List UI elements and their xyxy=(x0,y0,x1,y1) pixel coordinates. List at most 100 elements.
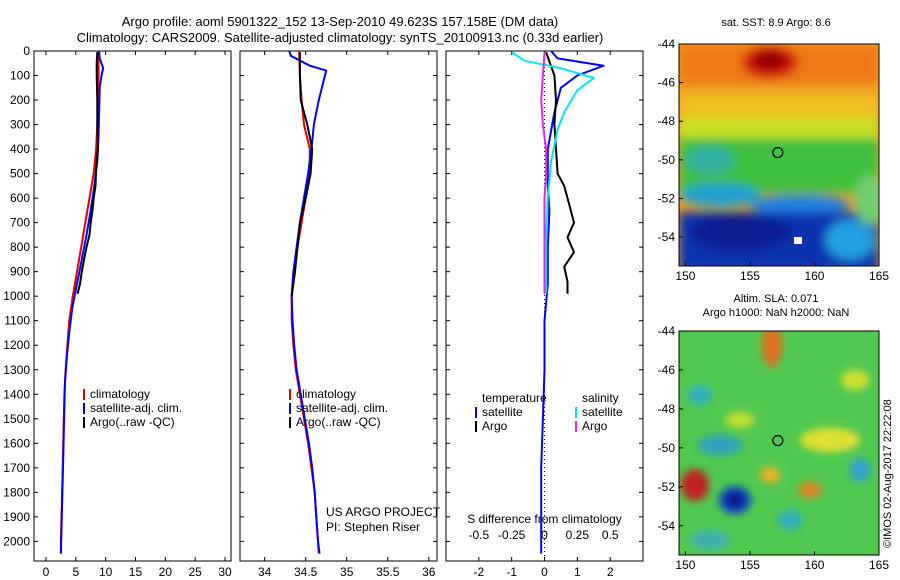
sst-map-argo-marker xyxy=(772,146,784,159)
difference-xtick-label: 2 xyxy=(607,565,614,579)
sla-map-xtick-label: 150 xyxy=(675,558,695,572)
sla-map-ytick-label: -50 xyxy=(658,441,676,455)
difference-top-tick-label: -0.5 xyxy=(468,528,489,542)
salinity-xtick-label: 34.5 xyxy=(294,565,318,579)
temperature-ytick-label: 1100 xyxy=(4,314,30,328)
sla-map-ytick-label: -46 xyxy=(658,363,676,377)
temperature-ytick-label: 1300 xyxy=(3,363,30,377)
temperature-xtick-label: 10 xyxy=(99,565,113,579)
temperature-ytick-label: 700 xyxy=(10,216,30,230)
difference-legend-label: satellite xyxy=(582,405,623,419)
temperature-ytick-label: 200 xyxy=(10,93,30,107)
salinity-series-1 xyxy=(288,50,328,554)
temperature-xtick-label: 30 xyxy=(218,565,232,579)
sst-map-ytick-label: -46 xyxy=(658,76,676,90)
temperature-ytick-label: 500 xyxy=(10,167,30,181)
temperature-xtick-label: 5 xyxy=(72,565,79,579)
temperature-ytick-label: 1700 xyxy=(3,461,30,475)
difference-legend-title: salinity xyxy=(582,391,619,405)
temperature-ytick-label: 2000 xyxy=(3,534,30,548)
sla-map-field xyxy=(679,331,879,555)
salinity-xtick-label: 35.5 xyxy=(376,565,400,579)
salinity-legend-label: satellite-adj. clim. xyxy=(296,401,388,415)
difference-series-2 xyxy=(511,51,595,294)
sla-map-frame xyxy=(678,330,880,556)
difference-top-tick-label: 0 xyxy=(541,528,548,542)
difference-series-1 xyxy=(545,51,575,294)
sst-map-xtick-label: 155 xyxy=(740,269,760,283)
difference-xtick-label: -2 xyxy=(473,565,484,579)
temperature-ytick-label: 1200 xyxy=(3,338,30,352)
difference-legend-label: Argo xyxy=(482,419,508,433)
sla-subtitle: Argo h1000: NaN h2000: NaN xyxy=(703,307,850,319)
sst-map-ytick-label: -48 xyxy=(658,114,676,128)
sst-map-field xyxy=(679,44,879,266)
difference-xtick-label: 1 xyxy=(574,565,581,579)
temperature-ytick-label: 100 xyxy=(10,69,30,83)
temperature-xtick-label: 15 xyxy=(129,565,143,579)
header-line1: Argo profile: aoml 5901322_152 13-Sep-20… xyxy=(122,14,559,29)
salinity-xtick-label: 35 xyxy=(340,565,354,579)
temperature-ytick-label: 1400 xyxy=(3,387,30,401)
sla-map-ytick-label: -54 xyxy=(658,519,676,533)
sst-map-xtick-label: 150 xyxy=(675,269,695,283)
salinity-legend-label: climatology xyxy=(296,387,356,401)
difference-legend-label: Argo xyxy=(582,419,608,433)
sla-map-ytick-label: -48 xyxy=(658,402,676,416)
sla-map-ytick-label: -44 xyxy=(658,324,676,338)
temperature-series-2 xyxy=(76,52,99,294)
sst-title: sat. SST: 8.9 Argo: 8.6 xyxy=(721,17,830,29)
temperature-ytick-label: 0 xyxy=(23,44,30,58)
sla-map-argo-marker xyxy=(772,434,784,447)
temperature-xtick-label: 20 xyxy=(159,565,173,579)
sst-map-ytick-label: -54 xyxy=(658,230,676,244)
sla-map-xtick-label: 160 xyxy=(804,558,824,572)
difference-top-tick-label: 0.25 xyxy=(566,528,590,542)
difference-xtick-label: -1 xyxy=(506,565,517,579)
temperature-ytick-label: 1000 xyxy=(3,289,30,303)
sst-map-ytick-label: -52 xyxy=(658,191,676,205)
temperature-legend-label: Argo(..raw -QC) xyxy=(90,415,175,429)
difference-xtick-label: 0 xyxy=(541,565,548,579)
credit-pi: PI: Stephen Riser xyxy=(326,520,420,534)
sla-title: Altim. SLA: 0.071 xyxy=(734,293,819,305)
credit-stamp: ©IMOS 02-Aug-2017 22:22:08 xyxy=(882,399,894,548)
temperature-legend-label: satellite-adj. clim. xyxy=(90,401,182,415)
temperature-ytick-label: 300 xyxy=(10,118,30,132)
temperature-legend-label: climatology xyxy=(90,387,150,401)
sst-map-xtick-label: 165 xyxy=(869,269,889,283)
sst-map-xtick-label: 160 xyxy=(804,269,824,283)
difference-legend-title: temperature xyxy=(482,391,547,405)
temperature-series-1 xyxy=(59,50,105,554)
temperature-ytick-label: 1800 xyxy=(3,485,30,499)
temperature-ytick-label: 1600 xyxy=(3,436,30,450)
temperature-series-0 xyxy=(59,50,100,554)
difference-legend-label: satellite xyxy=(482,405,523,419)
difference-xlabel-top: S difference from climatology xyxy=(467,512,622,526)
salinity-legend-label: Argo(..raw -QC) xyxy=(296,415,381,429)
difference-series-0 xyxy=(540,50,605,554)
sla-map-ytick-label: -52 xyxy=(658,480,676,494)
sla-map-xtick-label: 155 xyxy=(740,558,760,572)
sst-map-ytick-label: -50 xyxy=(658,153,676,167)
temperature-ytick-label: 1900 xyxy=(3,510,30,524)
temperature-ytick-label: 400 xyxy=(10,142,30,156)
temperature-ytick-label: 600 xyxy=(10,191,30,205)
salinity-frame xyxy=(239,50,438,562)
temperature-ytick-label: 800 xyxy=(10,240,30,254)
temperature-ytick-label: 1500 xyxy=(3,412,30,426)
salinity-xtick-label: 34 xyxy=(258,565,272,579)
sst-map-ytick-label: -44 xyxy=(658,37,676,51)
temperature-xtick-label: 0 xyxy=(43,565,50,579)
header-line2: Climatology: CARS2009. Satellite-adjuste… xyxy=(77,30,604,45)
dynamic-layer: 0 5 10 15 20 25 300100200300400500600700800900… xyxy=(3,37,889,579)
difference-top-tick-label: 0.5 xyxy=(602,528,619,542)
salinity-series-0 xyxy=(290,50,320,554)
sst-map-frame xyxy=(678,43,880,267)
difference-top-tick-label: -0.25 xyxy=(498,528,526,542)
salinity-xtick-label: 36 xyxy=(422,565,436,579)
temperature-ytick-label: 900 xyxy=(10,265,30,279)
temperature-frame xyxy=(33,50,232,562)
salinity-series-2 xyxy=(290,52,314,297)
credit-project: US ARGO PROJECT xyxy=(326,505,441,519)
